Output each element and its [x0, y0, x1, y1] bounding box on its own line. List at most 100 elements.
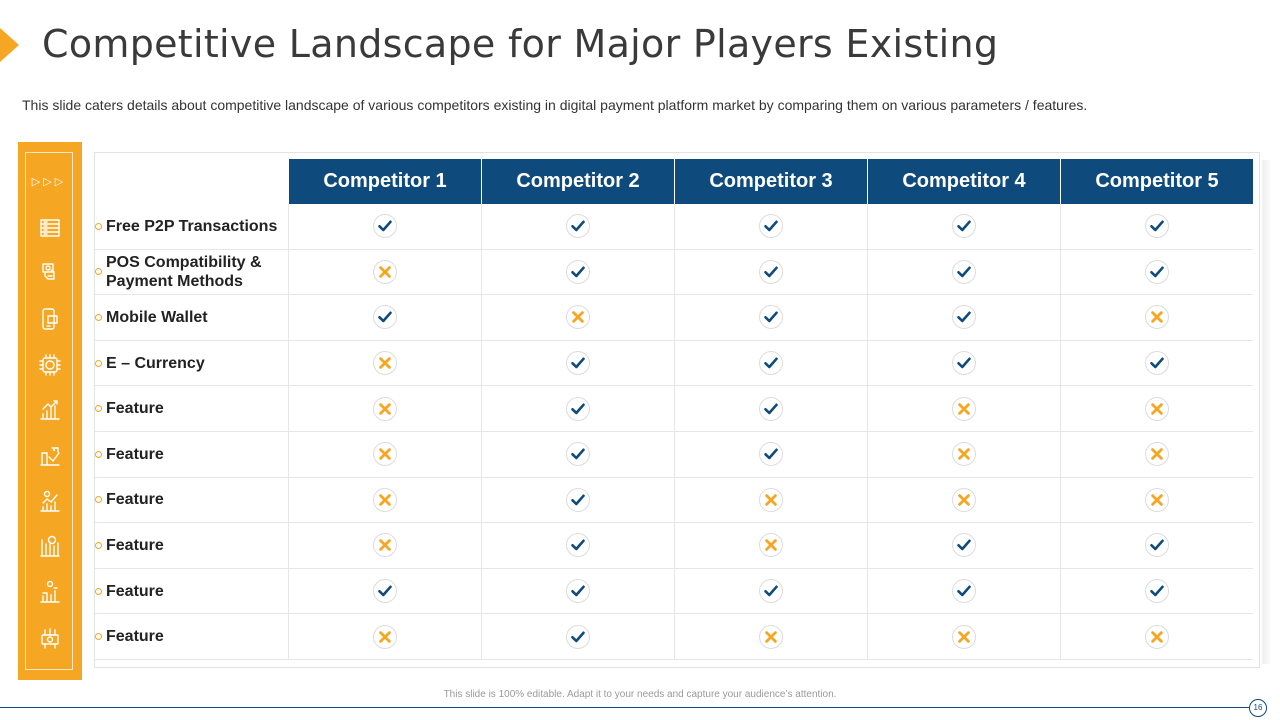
- mobile-wallet-icon: [42, 308, 58, 330]
- cross-icon: [373, 624, 397, 649]
- feature-label: E – Currency: [106, 354, 205, 372]
- value-cell: [674, 249, 868, 296]
- value-cell: [481, 249, 675, 296]
- feature-label: Feature: [106, 400, 164, 418]
- cross-icon: [952, 442, 976, 467]
- value-cell: [1060, 522, 1253, 569]
- cross-icon: [373, 487, 397, 512]
- value-cell: [674, 294, 868, 341]
- feature-label: Feature: [106, 582, 164, 600]
- check-icon: [759, 259, 783, 284]
- value-cell: [674, 385, 868, 432]
- header-competitor-4: Competitor 4: [867, 159, 1061, 204]
- table-row: Free P2P Transactions: [95, 204, 1253, 250]
- value-cell: [481, 477, 675, 524]
- page-number: 16: [1249, 699, 1267, 717]
- value-cell: [288, 204, 482, 250]
- feature-label: Feature: [106, 536, 164, 554]
- value-cell: [288, 477, 482, 524]
- value-cell: [288, 294, 482, 341]
- feature-label: Feature: [106, 628, 164, 646]
- value-cell: [867, 613, 1061, 660]
- cross-icon: [373, 442, 397, 467]
- money-growth-icon: [40, 400, 60, 420]
- table-row: Feature: [95, 522, 1253, 569]
- check-icon: [566, 351, 590, 376]
- value-cell: [288, 431, 482, 478]
- feature-cell: Feature: [95, 568, 289, 615]
- page-subtitle: This slide caters details about competit…: [22, 97, 1088, 113]
- value-cell: [481, 340, 675, 387]
- cross-icon: [1145, 487, 1169, 512]
- feature-label-wrap: E – Currency: [95, 354, 288, 373]
- value-cell: [481, 568, 675, 615]
- bullet-icon: [95, 450, 102, 458]
- check-icon: [952, 214, 976, 239]
- feature-cell: Feature: [95, 477, 289, 524]
- feature-label: Mobile Wallet: [106, 308, 208, 326]
- cross-icon: [373, 396, 397, 421]
- feature-cell: E – Currency: [95, 340, 289, 387]
- feature-label-wrap: Feature: [95, 627, 288, 646]
- check-icon: [566, 487, 590, 512]
- check-icon: [759, 579, 783, 604]
- cross-icon: [373, 351, 397, 376]
- value-cell: [288, 249, 482, 296]
- check-icon: [373, 214, 397, 239]
- feature-cell: Feature: [95, 522, 289, 569]
- value-cell: [481, 294, 675, 341]
- table-shadow: [1262, 160, 1270, 664]
- money-network-icon: [41, 628, 59, 649]
- value-cell: [674, 568, 868, 615]
- check-icon: [373, 579, 397, 604]
- value-cell: [867, 385, 1061, 432]
- value-cell: [481, 522, 675, 569]
- cross-icon: [1145, 442, 1169, 467]
- value-cell: [1060, 204, 1253, 250]
- title-marker: [0, 28, 19, 62]
- dollar-chip-icon: [39, 354, 61, 376]
- bullet-icon: [95, 222, 102, 230]
- check-icon: [566, 259, 590, 284]
- feature-label: POS Compatibility & Payment Methods: [106, 253, 262, 290]
- value-cell: [1060, 613, 1253, 660]
- value-cell: [481, 204, 675, 250]
- value-cell: [674, 477, 868, 524]
- cross-icon: [373, 533, 397, 558]
- bullet-icon: [95, 633, 102, 641]
- cross-icon: [952, 487, 976, 512]
- value-cell: [1060, 431, 1253, 478]
- server-icon: [40, 219, 60, 237]
- bar-chart-icon: [40, 490, 60, 512]
- header-competitor-2: Competitor 2: [481, 159, 675, 204]
- feature-label-wrap: Feature: [95, 445, 288, 464]
- feature-cell: POS Compatibility & Payment Methods: [95, 249, 289, 296]
- feature-cell: Feature: [95, 385, 289, 432]
- check-icon: [952, 579, 976, 604]
- value-cell: [674, 340, 868, 387]
- check-icon: [952, 305, 976, 330]
- check-icon: [952, 259, 976, 284]
- side-bar-frame: ▷▷▷: [25, 152, 73, 670]
- feature-label: Feature: [106, 491, 164, 509]
- check-icon: [759, 351, 783, 376]
- value-cell: [674, 204, 868, 250]
- value-cell: [1060, 294, 1253, 341]
- page-title: Competitive Landscape for Major Players …: [42, 22, 999, 66]
- check-icon: [1145, 259, 1169, 284]
- comparison-table: Competitor 1 Competitor 2 Competitor 3 C…: [95, 159, 1253, 660]
- table-row: Feature: [95, 385, 1253, 432]
- value-cell: [674, 522, 868, 569]
- cross-icon: [952, 396, 976, 421]
- bullet-icon: [95, 313, 102, 321]
- table-row: Feature: [95, 568, 1253, 615]
- check-icon: [566, 214, 590, 239]
- value-cell: [867, 522, 1061, 569]
- value-cell: [1060, 568, 1253, 615]
- bullet-icon: [95, 405, 102, 413]
- check-icon: [566, 533, 590, 558]
- cross-icon: [566, 305, 590, 330]
- check-icon: [1145, 579, 1169, 604]
- side-bar: ▷▷▷: [18, 142, 82, 680]
- check-icon: [566, 442, 590, 467]
